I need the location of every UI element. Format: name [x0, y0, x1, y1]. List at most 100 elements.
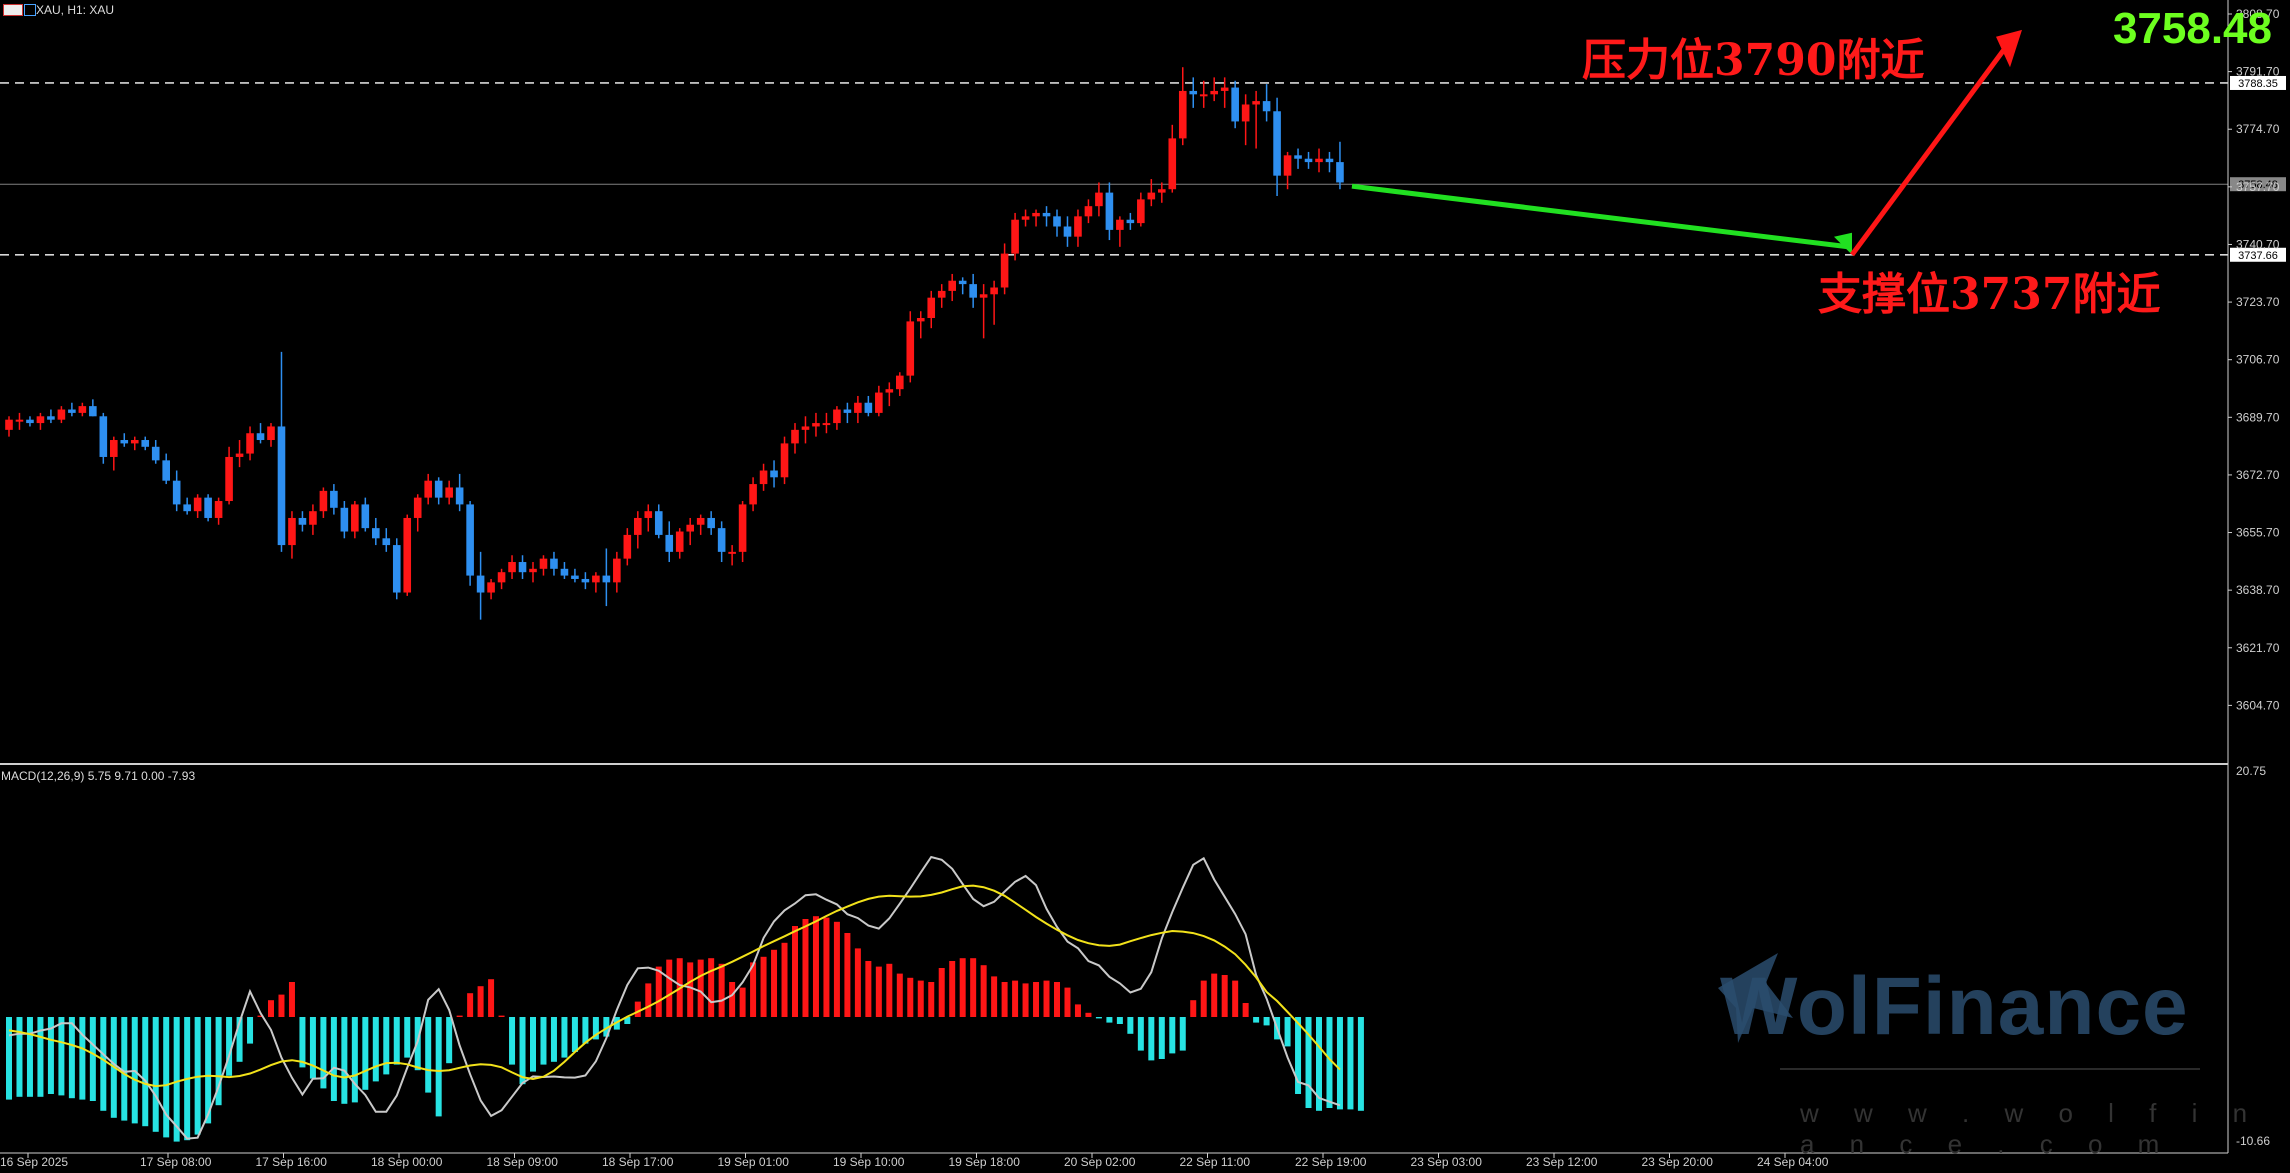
candle — [36, 412, 45, 430]
candle-body — [99, 416, 108, 457]
candle-body — [1063, 226, 1072, 237]
candle — [958, 277, 967, 295]
macd-bar — [1074, 1004, 1081, 1017]
candle — [759, 463, 768, 491]
up-arrow-head — [1996, 29, 2022, 68]
macd-bar — [970, 958, 977, 1017]
candle-body — [508, 562, 516, 573]
candle-body — [560, 568, 569, 576]
macd-bar — [1127, 1017, 1134, 1034]
candle — [340, 501, 349, 539]
candle-body — [979, 294, 988, 298]
candle-body — [372, 528, 380, 539]
macd-bar — [341, 1017, 348, 1104]
candle-body — [1084, 206, 1093, 217]
candle — [833, 406, 841, 430]
candle-body — [1137, 199, 1145, 224]
candle — [476, 551, 485, 620]
candle-body — [267, 426, 275, 441]
time-label: 23 Sep 03:00 — [1411, 1155, 1483, 1169]
time-label: 18 Sep 17:00 — [602, 1155, 674, 1169]
price-tick-label: 3655.70 — [2236, 526, 2280, 540]
candle-body — [235, 453, 244, 457]
candle — [1158, 182, 1166, 203]
level-tag-text: 3788.35 — [2238, 78, 2278, 90]
macd-bar — [1326, 1017, 1333, 1108]
macd-bar — [1085, 1012, 1092, 1017]
price-tick-label: 3689.70 — [2236, 410, 2280, 424]
level-price-tag: 3737.66 — [2230, 247, 2286, 262]
macd-bar — [571, 1017, 578, 1052]
macd-bar — [1316, 1017, 1322, 1111]
macd-bar — [708, 958, 715, 1017]
macd-bar — [309, 1017, 316, 1079]
candle — [110, 436, 118, 471]
candle — [791, 423, 799, 454]
candle-body — [843, 409, 852, 413]
candle — [151, 440, 160, 464]
candle — [990, 280, 998, 325]
macd-bar — [498, 1015, 505, 1017]
macd-bar — [435, 1017, 442, 1117]
time-label: 16 Sep 2025 — [0, 1155, 68, 1169]
candle — [654, 504, 663, 539]
macd-bar — [844, 933, 851, 1017]
candle-body — [749, 484, 757, 505]
candle-body — [57, 409, 66, 420]
candle-body — [1241, 104, 1250, 122]
macd-bar — [959, 958, 966, 1017]
candle — [1325, 151, 1334, 173]
candle — [89, 399, 97, 417]
macd-bar — [550, 1017, 557, 1062]
macd-bar — [446, 1017, 453, 1064]
candle — [1063, 216, 1072, 247]
candle-body — [623, 534, 632, 559]
macd-bar — [1295, 1017, 1302, 1094]
candle — [1147, 179, 1156, 207]
macd-bar — [37, 1017, 44, 1097]
candle-body — [1032, 212, 1040, 217]
chart-type-icon — [3, 4, 23, 16]
down-arrow-head — [1834, 232, 1852, 255]
candle-body — [791, 429, 799, 444]
macd-bar — [781, 942, 788, 1017]
macd-bar — [1284, 1017, 1291, 1047]
candle — [424, 473, 432, 505]
macd-bar — [1158, 1017, 1165, 1059]
candle-body — [738, 504, 747, 552]
macd-bar — [1169, 1017, 1176, 1054]
macd-bar — [1305, 1017, 1312, 1108]
macd-bar — [1148, 1017, 1155, 1061]
candle-body — [571, 575, 579, 579]
macd-bar — [729, 982, 736, 1017]
candle-body — [319, 490, 328, 512]
price-tick-label: 3740.70 — [2236, 237, 2280, 251]
macd-bar — [1242, 1003, 1249, 1017]
candle — [1095, 182, 1103, 217]
candle — [634, 511, 642, 549]
candle-body — [193, 497, 202, 512]
macd-bar — [1054, 982, 1060, 1017]
macd-bar — [278, 994, 285, 1017]
candle-body — [1199, 94, 1208, 97]
macd-bar — [1179, 1017, 1186, 1051]
candle-body — [183, 504, 191, 512]
macd-bar — [299, 1017, 306, 1068]
macd-bar — [288, 982, 295, 1017]
candle — [466, 501, 474, 586]
candle-body — [413, 497, 422, 518]
candle-body — [361, 504, 370, 529]
candle-body — [550, 558, 558, 569]
candle — [1126, 212, 1135, 230]
candle-body — [89, 406, 97, 417]
macd-label: MACD(12,26,9) 5.75 9.71 0.00 -7.93 — [1, 769, 196, 783]
macd-bar — [875, 966, 882, 1017]
candle — [644, 504, 653, 532]
candle-body — [1126, 219, 1135, 224]
macd-bar — [540, 1017, 547, 1065]
candle-body — [592, 575, 600, 583]
candle — [172, 470, 181, 512]
candle — [770, 460, 778, 488]
macd-bar — [1033, 982, 1040, 1017]
candle — [1283, 151, 1292, 190]
